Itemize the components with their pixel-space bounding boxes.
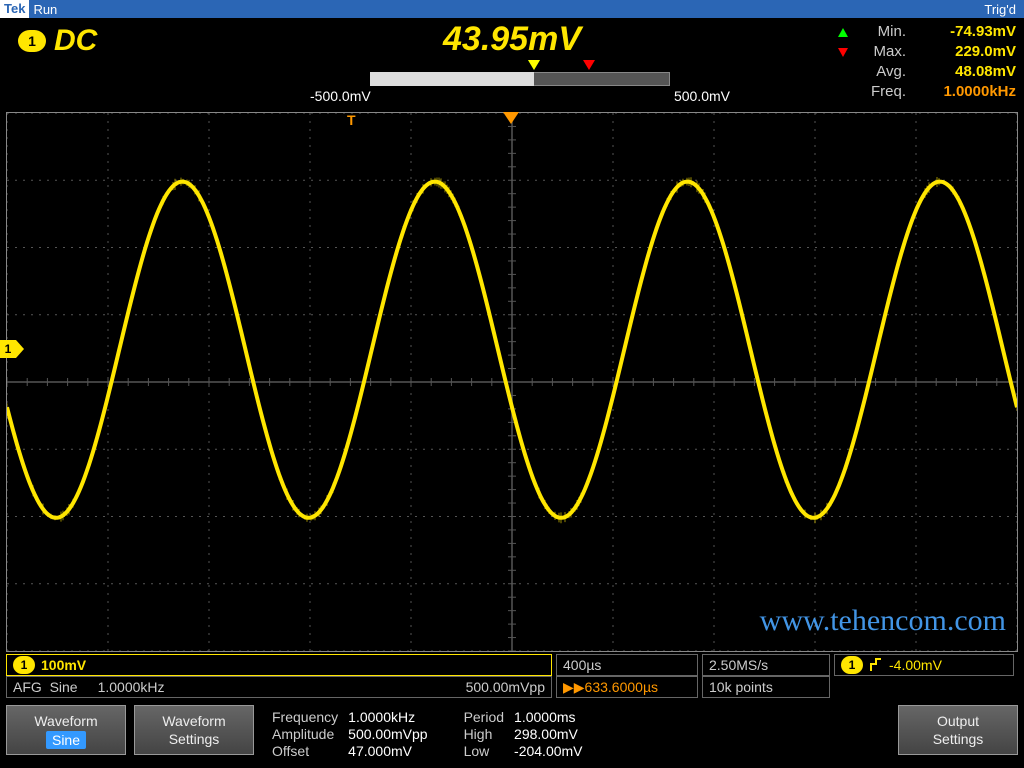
top-status-bar: Tek Run Trig'd (0, 0, 1024, 18)
measurement-row: Freq. 1.0000kHz (838, 82, 1016, 102)
t-marker-icon: T (347, 112, 356, 128)
brand-badge: Tek (0, 0, 29, 18)
waveform-button-label: Waveform (7, 712, 125, 730)
header-area: 1 DC 43.95mV -500.0mV 500.0mV Min.-74.93… (0, 18, 1024, 112)
slider-marker-cur (528, 60, 540, 70)
timebase-scale: 400µs (563, 656, 691, 674)
out-settings-l1: Output (899, 712, 1017, 730)
sample-rate: 2.50MS/s (709, 656, 823, 674)
param-value: 1.0000kHz (348, 709, 427, 726)
wf-settings-l1: Waveform (135, 712, 253, 730)
acq-status: Run (33, 2, 57, 17)
min-marker-icon (838, 28, 848, 37)
trigger-status: Trig'd (984, 2, 1016, 17)
param-value: 500.00mVpp (348, 726, 427, 743)
oscilloscope-screen: Tek Run Trig'd 1 DC 43.95mV -500.0mV 500… (0, 0, 1024, 768)
afg-box[interactable]: AFG Sine 1.0000kHz 500.00mVpp (6, 676, 552, 698)
afg-freq: 1.0000kHz (98, 678, 165, 696)
afg-label: AFG Sine (13, 678, 78, 696)
meas-label: Max. (858, 42, 906, 62)
param-label: High (464, 726, 504, 743)
wf-settings-l2: Settings (135, 730, 253, 748)
rising-edge-icon (869, 657, 883, 673)
softkey-row: Waveform Sine Waveform Settings Frequenc… (6, 705, 1018, 764)
measurement-row: Avg. 48.08mV (838, 62, 1016, 82)
meas-value: 1.0000kHz (916, 82, 1016, 102)
trigger-box[interactable]: 1 -4.00mV (834, 654, 1014, 676)
waveform-button[interactable]: Waveform Sine (6, 705, 126, 755)
channel-pill-footer: 1 (13, 656, 35, 674)
range-slider: -500.0mV 500.0mV (310, 60, 730, 102)
slider-max-label: 500.0mV (674, 88, 730, 104)
waveform-button-selected: Sine (46, 731, 86, 749)
timebase-box[interactable]: 400µs (556, 654, 698, 676)
channel-ground-marker: 1 (0, 340, 16, 358)
param-value: 1.0000ms (514, 709, 582, 726)
trigger-ch-pill: 1 (841, 656, 863, 674)
param-value: 47.000mV (348, 743, 427, 760)
record-points-box[interactable]: 10k points (702, 676, 830, 698)
trigger-level: -4.00mV (889, 656, 942, 674)
param-label: Low (464, 743, 504, 760)
trigger-arrow-icon (503, 112, 519, 124)
meas-label: Avg. (858, 62, 906, 82)
timebase-pos: 633.6000µs (585, 679, 658, 695)
param-label: Period (464, 709, 504, 726)
afg-params: FrequencyAmplitudeOffset 1.0000kHz500.00m… (262, 705, 890, 764)
out-settings-l2: Settings (899, 730, 1017, 748)
meas-label: Freq. (858, 82, 906, 102)
meas-value: 229.0mV (916, 42, 1016, 62)
timebase-pos-icon: ▶▶ (563, 679, 585, 695)
scope-svg (7, 113, 1017, 651)
param-label: Frequency (272, 709, 338, 726)
measurement-row: Max. 229.0mV (838, 42, 1016, 62)
param-value: -204.00mV (514, 743, 582, 760)
timebase-pos-box[interactable]: ▶▶633.6000µs (556, 676, 698, 698)
trigger-spacer (834, 676, 1014, 698)
channel-scale-box[interactable]: 1 100mV (6, 654, 552, 676)
meas-label: Min. (858, 22, 906, 42)
waveform-settings-button[interactable]: Waveform Settings (134, 705, 254, 755)
max-marker-icon (838, 48, 848, 57)
slider-marker-max (583, 60, 595, 70)
measurement-readouts: Min. -74.93mV Max. 229.0mV Avg. 48.08mV Freq. 1… (838, 22, 1016, 102)
param-value: 298.00mV (514, 726, 582, 743)
measurement-row: Min. -74.93mV (838, 22, 1016, 42)
meas-value: -74.93mV (916, 22, 1016, 42)
meas-value: 48.08mV (916, 62, 1016, 82)
vertical-scale: 100mV (41, 656, 86, 674)
param-label: Amplitude (272, 726, 338, 743)
slider-fill (370, 72, 534, 86)
waveform-display[interactable] (6, 112, 1018, 652)
afg-ampl: 500.00mVpp (466, 678, 545, 696)
record-points: 10k points (709, 678, 823, 696)
footer-info: 1 100mV 400µs 2.50MS/s 1 -4.00mV AFG Sin… (6, 654, 1018, 698)
sample-box[interactable]: 2.50MS/s (702, 654, 830, 676)
slider-min-label: -500.0mV (310, 88, 371, 104)
param-label: Offset (272, 743, 338, 760)
output-settings-button[interactable]: Output Settings (898, 705, 1018, 755)
